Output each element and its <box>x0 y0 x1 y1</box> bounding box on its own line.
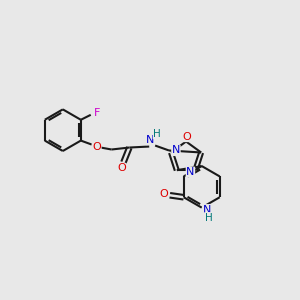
Text: O: O <box>117 163 126 173</box>
Text: O: O <box>92 142 101 152</box>
Text: H: H <box>205 213 212 223</box>
Text: F: F <box>94 108 100 118</box>
Text: O: O <box>160 189 168 199</box>
Text: N: N <box>202 205 211 214</box>
Text: H: H <box>153 129 161 139</box>
Text: N: N <box>146 135 154 145</box>
Text: O: O <box>183 132 191 142</box>
Text: N: N <box>186 167 195 177</box>
Text: N: N <box>172 146 180 155</box>
